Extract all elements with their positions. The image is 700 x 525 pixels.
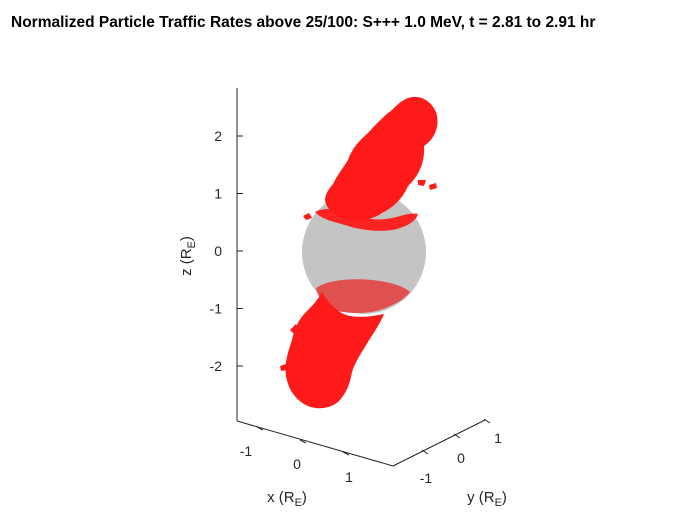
south-lobe-fragment bbox=[362, 325, 371, 333]
x-axis-line bbox=[236, 420, 394, 467]
y-tick-mark bbox=[421, 449, 429, 455]
series-north-surface bbox=[303, 96, 438, 231]
x-ticks: -1 0 1 bbox=[240, 426, 353, 485]
north-lobe-fragment bbox=[353, 202, 363, 208]
y-tick-label: 1 bbox=[494, 430, 502, 446]
south-lobe-fragment bbox=[348, 339, 354, 345]
south-lobe-fragment bbox=[280, 364, 287, 371]
x-tick-mark bbox=[342, 451, 350, 456]
y-tick-mark bbox=[483, 418, 491, 424]
chart-title: Normalized Particle Traffic Rates above … bbox=[11, 14, 596, 31]
south-lobe-main bbox=[285, 292, 384, 409]
x-axis-label: x (RE) bbox=[267, 489, 307, 509]
y-tick-mark bbox=[453, 433, 461, 439]
z-tick-label: 0 bbox=[214, 243, 222, 259]
series-south-surface bbox=[280, 279, 410, 409]
y-axis-label: y (RE) bbox=[467, 489, 507, 509]
z-tick-label: 2 bbox=[214, 128, 222, 144]
y-tick-label: 0 bbox=[457, 450, 465, 466]
x-tick-label: 1 bbox=[345, 469, 353, 485]
south-lobe-fragment bbox=[290, 324, 299, 334]
south-lobe-shaded bbox=[316, 279, 410, 313]
north-lobe-main bbox=[325, 96, 438, 221]
north-lobe-fragment bbox=[303, 213, 312, 220]
y-tick-label: -1 bbox=[420, 470, 433, 486]
z-tick-label: -2 bbox=[210, 358, 223, 374]
y-axis-line bbox=[392, 419, 486, 467]
z-tick-label: -1 bbox=[210, 301, 223, 317]
x-tick-mark bbox=[256, 426, 264, 431]
y-ticks: -1 0 1 bbox=[420, 418, 502, 486]
north-lobe-fragment bbox=[418, 180, 426, 186]
z-tick-label: 1 bbox=[214, 186, 222, 202]
z-ticks: 2 1 0 -1 -2 bbox=[210, 128, 243, 374]
x-tick-label: 0 bbox=[293, 456, 301, 472]
north-lobe-fragment bbox=[429, 183, 437, 190]
x-tick-mark bbox=[299, 439, 307, 444]
north-lobe-band bbox=[315, 208, 418, 231]
z-axis-label: z (RE) bbox=[178, 236, 198, 276]
x-tick-label: -1 bbox=[240, 443, 253, 459]
